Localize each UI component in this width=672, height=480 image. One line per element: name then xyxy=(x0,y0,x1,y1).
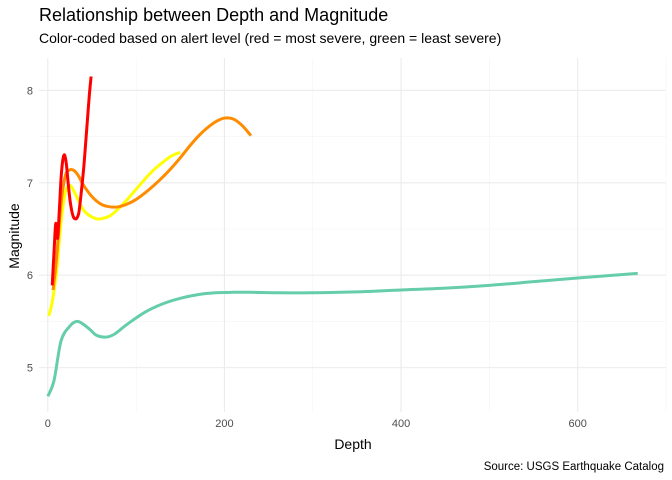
series-lines xyxy=(46,76,638,397)
y-tick-label: 8 xyxy=(27,85,33,97)
y-tick-label: 6 xyxy=(27,270,33,282)
y-axis-ticks: 5 6 7 8 xyxy=(27,85,33,374)
minor-gridlines xyxy=(39,58,667,412)
y-tick-label: 7 xyxy=(27,178,33,190)
x-axis-title: Depth xyxy=(334,436,371,452)
chart-title: Relationship between Depth and Magnitude xyxy=(39,5,388,25)
chart-caption: Source: USGS Earthquake Catalog xyxy=(484,461,664,473)
x-tick-label: 0 xyxy=(45,418,51,430)
yellow-series-line xyxy=(47,150,181,317)
red-series-line xyxy=(50,76,93,286)
x-axis-ticks: 0 200 400 600 xyxy=(45,418,587,430)
y-tick-label: 5 xyxy=(27,363,33,375)
green-series-line xyxy=(46,271,638,397)
x-tick-label: 600 xyxy=(569,418,587,430)
major-gridlines xyxy=(39,58,666,412)
y-axis-title: Magnitude xyxy=(6,203,22,269)
orange-series-line xyxy=(51,116,253,291)
x-tick-label: 200 xyxy=(215,418,233,430)
chart-subtitle: Color-coded based on alert level (red = … xyxy=(39,30,501,46)
x-tick-label: 400 xyxy=(392,418,410,430)
